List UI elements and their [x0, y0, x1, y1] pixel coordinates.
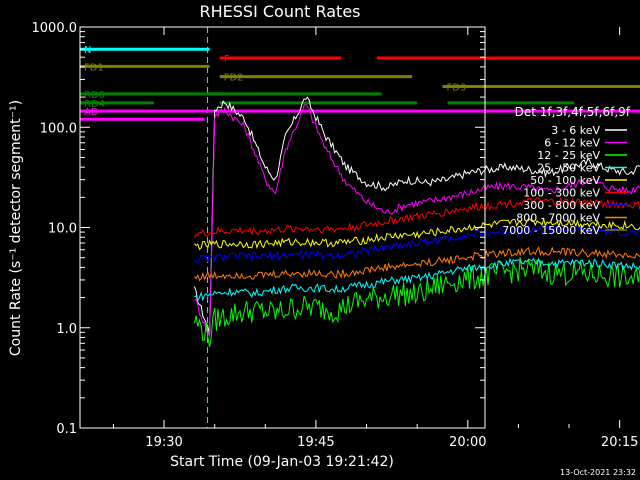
bar-label-fd2: FD2	[224, 73, 244, 84]
x-tick-label-0: 19:30	[145, 435, 182, 450]
y-axis-ticks: 0.1 1.0 10.0 100.0 1000.0	[32, 21, 485, 437]
legend-label-8: 7000 - 15000 keV	[502, 224, 600, 237]
attenuator-bars	[80, 47, 640, 121]
bar-label-n: N	[84, 45, 91, 56]
timestamp-label: 13-Oct-2021 23:32	[560, 468, 636, 477]
plot-frame	[79, 26, 486, 429]
bar-label-rd0: RD0	[84, 90, 105, 101]
x-axis-label: Start Time (09-Jan-03 19:21:42)	[170, 454, 394, 470]
x-tick-label-3: 20:15	[601, 435, 638, 450]
attenuator-labels: NFSFD1FD2FD3RD0RD4AD	[84, 45, 466, 118]
y-tick-label-3: 100.0	[40, 121, 77, 136]
legend-label-1: 6 - 12 keV	[544, 137, 600, 150]
bar-label-ad: AD	[84, 107, 99, 118]
bar-label-f: F	[224, 54, 230, 65]
legend-label-4: 50 - 100 keV	[530, 174, 600, 187]
y-tick-label-4: 1000.0	[32, 21, 78, 36]
legend-label-3: 25 - 50 keV	[537, 162, 600, 175]
legend-label-6: 300 - 800 keV	[523, 199, 600, 212]
legend-label-5: 100 - 300 keV	[523, 187, 600, 200]
y-axis-label: Count Rate (s⁻¹ detector segment⁻¹)	[8, 100, 24, 356]
y-tick-label-2: 10.0	[48, 222, 77, 237]
bar-label-rd4: RD4	[84, 99, 105, 110]
chart-title: RHESSI Count Rates	[200, 2, 361, 21]
y-tick-label-1: 1.0	[56, 322, 77, 337]
x-tick-label-2: 20:00	[449, 435, 486, 450]
bar-label-fd3: FD3	[446, 82, 466, 93]
y-tick-label-0: 0.1	[56, 422, 77, 437]
bar-label-fd1: FD1	[84, 62, 104, 73]
legend-label-7: 800 - 7000 keV	[516, 212, 600, 225]
legend-label-0: 3 - 6 keV	[551, 124, 600, 137]
legend-title: Det 1f,3f,4f,5f,6f,9f	[515, 105, 631, 119]
legend-label-2: 12 - 25 keV	[537, 149, 600, 162]
x-tick-label-1: 19:45	[297, 435, 334, 450]
